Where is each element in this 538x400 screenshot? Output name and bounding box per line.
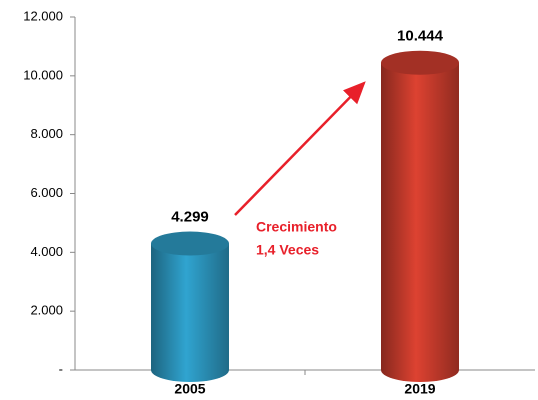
x-tick-label: 2005	[174, 381, 205, 397]
bar-top	[381, 50, 459, 75]
x-tick-label: 2019	[404, 381, 435, 397]
y-tick-label: 10.000	[23, 67, 63, 82]
bar	[151, 243, 229, 370]
y-tick-label: 12.000	[23, 8, 63, 23]
y-tick-label: 2.000	[30, 303, 63, 318]
annotation: 1,4 Veces	[256, 242, 319, 258]
bar-top	[151, 231, 229, 256]
y-tick-label: 4.000	[30, 244, 63, 259]
y-tick-label: -	[59, 361, 63, 376]
value-label: 4.299	[171, 209, 209, 226]
y-tick-label: 8.000	[30, 126, 63, 141]
y-tick-label: 6.000	[30, 185, 63, 200]
annotation: Crecimiento	[256, 219, 337, 235]
value-label: 10.444	[397, 28, 444, 45]
bar	[381, 62, 459, 370]
growth-arrow	[234, 81, 366, 216]
